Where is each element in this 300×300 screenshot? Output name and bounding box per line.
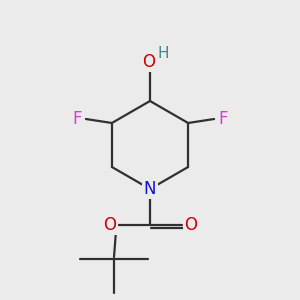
Text: N: N [144, 180, 156, 198]
Text: O: O [184, 216, 197, 234]
Text: O: O [142, 53, 155, 71]
Text: H: H [157, 46, 169, 62]
Text: F: F [72, 110, 82, 128]
Text: F: F [218, 110, 228, 128]
Text: O: O [103, 216, 116, 234]
